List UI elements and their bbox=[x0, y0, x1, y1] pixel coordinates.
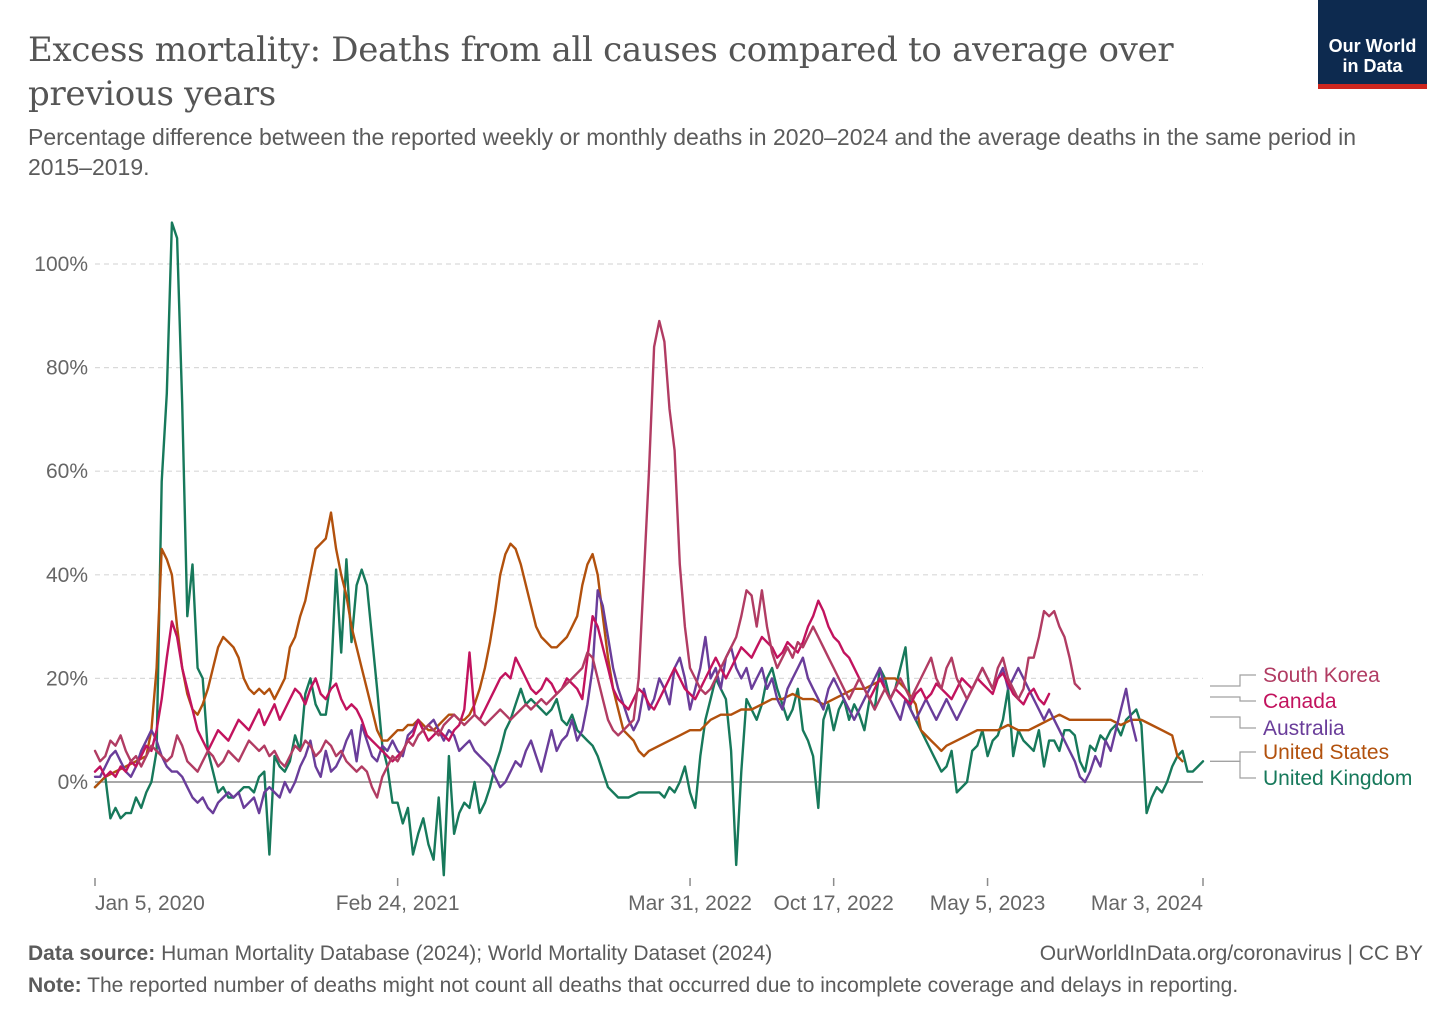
chart-title: Excess mortality: Deaths from all causes… bbox=[28, 30, 1174, 114]
legend-connector bbox=[1210, 696, 1256, 702]
owid-logo[interactable]: Our World in Data bbox=[1318, 0, 1427, 89]
y-tick-label: 40% bbox=[46, 564, 88, 587]
logo-line-2: in Data bbox=[1342, 56, 1403, 76]
data-source: Data source: Human Mortality Database (2… bbox=[28, 942, 772, 966]
x-tick-label: Mar 3, 2024 bbox=[1091, 892, 1203, 915]
data-source-label: Data source: bbox=[28, 942, 156, 965]
x-tick-label: Feb 24, 2021 bbox=[336, 892, 460, 915]
y-tick-label: 100% bbox=[34, 253, 88, 276]
legend-label-canada[interactable]: Canada bbox=[1263, 690, 1337, 713]
legend-connector bbox=[1210, 674, 1256, 687]
legend-connector bbox=[1210, 716, 1256, 729]
axis-layer: 0% 20% 40% 60% 80% 100% Jan 5, 2020 Feb 24, 202… bbox=[34, 253, 1204, 915]
legend-label-south-korea[interactable]: South Korea bbox=[1263, 664, 1380, 687]
legend-label-united-kingdom[interactable]: United Kingdom bbox=[1263, 767, 1412, 790]
x-tick-label: Mar 31, 2022 bbox=[628, 892, 752, 915]
x-tick-label: Jan 5, 2020 bbox=[95, 892, 205, 915]
y-tick-label: 0% bbox=[58, 771, 88, 794]
y-tick-label: 60% bbox=[46, 460, 88, 483]
x-tick-label: May 5, 2023 bbox=[930, 892, 1046, 915]
series-line-australia[interactable] bbox=[93, 589, 1138, 815]
y-tick-label: 20% bbox=[46, 667, 88, 690]
chart-note: Note: The reported number of deaths migh… bbox=[28, 974, 1238, 998]
data-source-text: Human Mortality Database (2024); World M… bbox=[161, 942, 773, 965]
credit-link[interactable]: OurWorldInData.org/coronavirus | CC BY bbox=[1039, 942, 1423, 965]
note-text: The reported number of deaths might not … bbox=[87, 974, 1239, 997]
series-layer bbox=[93, 221, 1205, 877]
note-label: Note: bbox=[28, 974, 82, 997]
x-tick-label: Oct 17, 2022 bbox=[774, 892, 894, 915]
logo-line-1: Our World bbox=[1328, 36, 1417, 56]
series-line-united-states[interactable] bbox=[93, 511, 1184, 789]
legend-label-australia[interactable]: Australia bbox=[1263, 717, 1345, 740]
legend-label-united-states[interactable]: United States bbox=[1263, 741, 1389, 764]
chart-subtitle: Percentage difference between the report… bbox=[28, 124, 1357, 180]
series-line-south-korea[interactable] bbox=[93, 319, 1082, 799]
legend-connector bbox=[1210, 760, 1256, 779]
series-line-united-kingdom[interactable] bbox=[93, 221, 1205, 877]
y-tick-label: 80% bbox=[46, 357, 88, 380]
legend-connector bbox=[1210, 751, 1256, 762]
